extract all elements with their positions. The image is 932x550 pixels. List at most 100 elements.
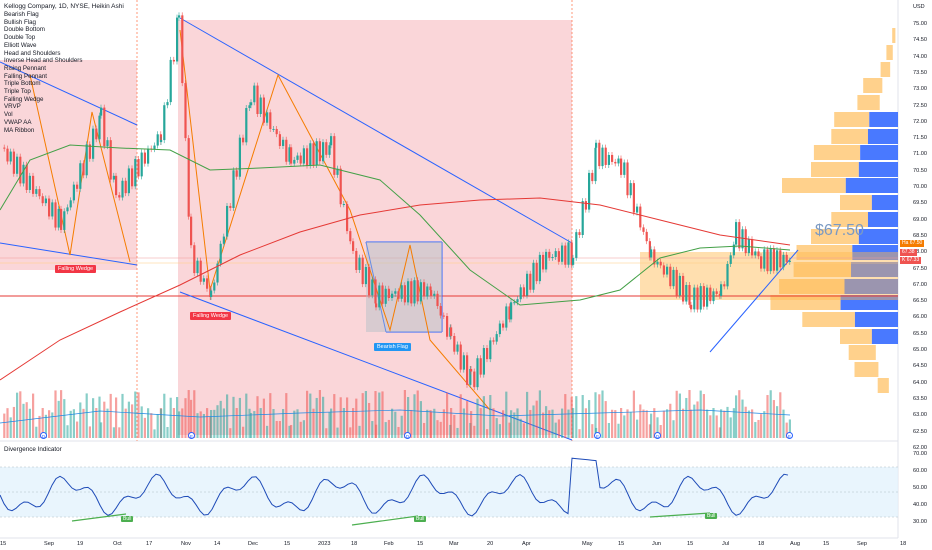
candle — [482, 348, 485, 375]
candle — [690, 304, 693, 310]
time-tick: 15 — [618, 541, 625, 547]
legend-item[interactable]: Double Bottom — [4, 26, 45, 34]
volume-bar — [394, 411, 397, 438]
price-tick: 71.50 — [913, 135, 927, 142]
candle — [436, 293, 439, 307]
price-tick: 73.50 — [913, 69, 927, 76]
falling-wedge-tag[interactable]: Falling Wedge — [55, 265, 97, 273]
volume-bar — [352, 408, 355, 438]
candle — [256, 85, 259, 115]
legend-item[interactable]: Elliott Wave — [4, 41, 37, 49]
candle — [250, 102, 253, 106]
candle — [473, 371, 476, 388]
candle — [387, 288, 390, 299]
volume-bar — [222, 408, 225, 438]
candle — [9, 151, 12, 162]
legend-item[interactable]: Head and Shoulders — [4, 49, 61, 57]
candle — [322, 142, 325, 162]
volume-bar — [436, 420, 439, 438]
divergence-indicator-label[interactable]: Divergence Indicator — [4, 446, 62, 453]
candle — [245, 108, 248, 143]
volume-bar — [572, 408, 575, 438]
falling-wedge-tag[interactable]: Falling Wedge — [190, 312, 232, 320]
volume-bar — [262, 398, 265, 438]
candle — [510, 302, 513, 320]
candle — [769, 248, 772, 272]
price-tick: 72.00 — [913, 118, 927, 125]
candle — [623, 162, 626, 175]
volume-bar — [785, 422, 788, 438]
legend-item[interactable]: Falling Wedge — [4, 95, 44, 103]
candle — [98, 115, 101, 140]
volume-bar — [459, 394, 462, 438]
candle — [66, 207, 69, 212]
legend-item[interactable]: Inverse Head and Shoulders — [4, 57, 83, 65]
volume-bar — [293, 410, 296, 438]
legend-item[interactable]: Triple Bottom — [4, 80, 41, 88]
volume-bar — [653, 408, 656, 438]
volume-bar — [235, 408, 238, 438]
volume-bar — [109, 393, 112, 438]
indicator-legend: Kellogg Company, 1D, NYSE, Heikin Ashi B… — [4, 3, 124, 134]
candle — [672, 269, 675, 287]
event-marker[interactable]: D — [40, 432, 47, 439]
volume-bar — [54, 390, 57, 438]
candle — [723, 284, 726, 287]
legend-item[interactable]: Vol — [4, 111, 13, 119]
event-marker[interactable]: E — [594, 432, 601, 439]
volume-bar — [266, 425, 269, 438]
legend-item[interactable]: Double Top — [4, 34, 36, 42]
candle — [358, 257, 361, 270]
legend-item[interactable]: MA Ribbon — [4, 126, 35, 134]
candle — [248, 105, 251, 109]
time-tick: Oct — [113, 541, 122, 547]
candle — [470, 369, 473, 372]
volume-bar — [482, 396, 485, 438]
volume-bar — [766, 395, 769, 438]
event-marker[interactable]: E — [786, 432, 793, 439]
time-tick: 15 — [417, 541, 424, 547]
volume-bar — [176, 397, 179, 438]
bearish-flag-tag[interactable]: Bearish Flag — [374, 343, 411, 351]
candle — [754, 251, 757, 256]
event-marker[interactable]: E — [188, 432, 195, 439]
legend-item[interactable]: Falling Pennant — [4, 72, 47, 80]
candle — [381, 285, 384, 304]
volume-bar — [387, 419, 390, 438]
candle — [564, 245, 567, 265]
symbol-title[interactable]: Kellogg Company, 1D, NYSE, Heikin Ashi — [4, 3, 124, 10]
candle — [617, 158, 620, 164]
legend-item[interactable]: Bearish Flag — [4, 11, 39, 18]
legend-item[interactable]: VWAP AA — [4, 118, 32, 126]
candle — [339, 168, 342, 205]
candle — [216, 263, 219, 283]
legend-item[interactable]: Triple Top — [4, 88, 31, 96]
volume-bar — [196, 413, 199, 438]
price-annotation[interactable]: $67.50 — [815, 222, 864, 239]
volume-bar — [82, 408, 85, 438]
volume-bar — [470, 411, 473, 438]
candle — [519, 287, 522, 300]
legend-item[interactable]: Bullish Flag — [4, 18, 36, 26]
event-marker[interactable]: D — [654, 432, 661, 439]
volume-bar — [374, 391, 377, 438]
legend-item[interactable]: Rising Pennant — [4, 64, 46, 72]
legend-item[interactable]: VRVP — [4, 103, 21, 111]
candle — [548, 251, 551, 258]
volume-bar — [242, 426, 245, 438]
volume-profile-bar — [840, 295, 898, 310]
volume-profile-bar — [858, 229, 898, 244]
candle — [636, 206, 639, 213]
price-tick: 64.50 — [913, 363, 927, 370]
volume-bar — [535, 400, 538, 438]
candle — [72, 184, 75, 201]
volume-bar — [416, 390, 419, 438]
candle — [570, 242, 573, 265]
volume-bar — [732, 408, 735, 438]
candle — [439, 306, 442, 316]
event-marker[interactable]: D — [404, 432, 411, 439]
volume-bar — [498, 424, 501, 438]
volume-bar — [328, 412, 331, 438]
